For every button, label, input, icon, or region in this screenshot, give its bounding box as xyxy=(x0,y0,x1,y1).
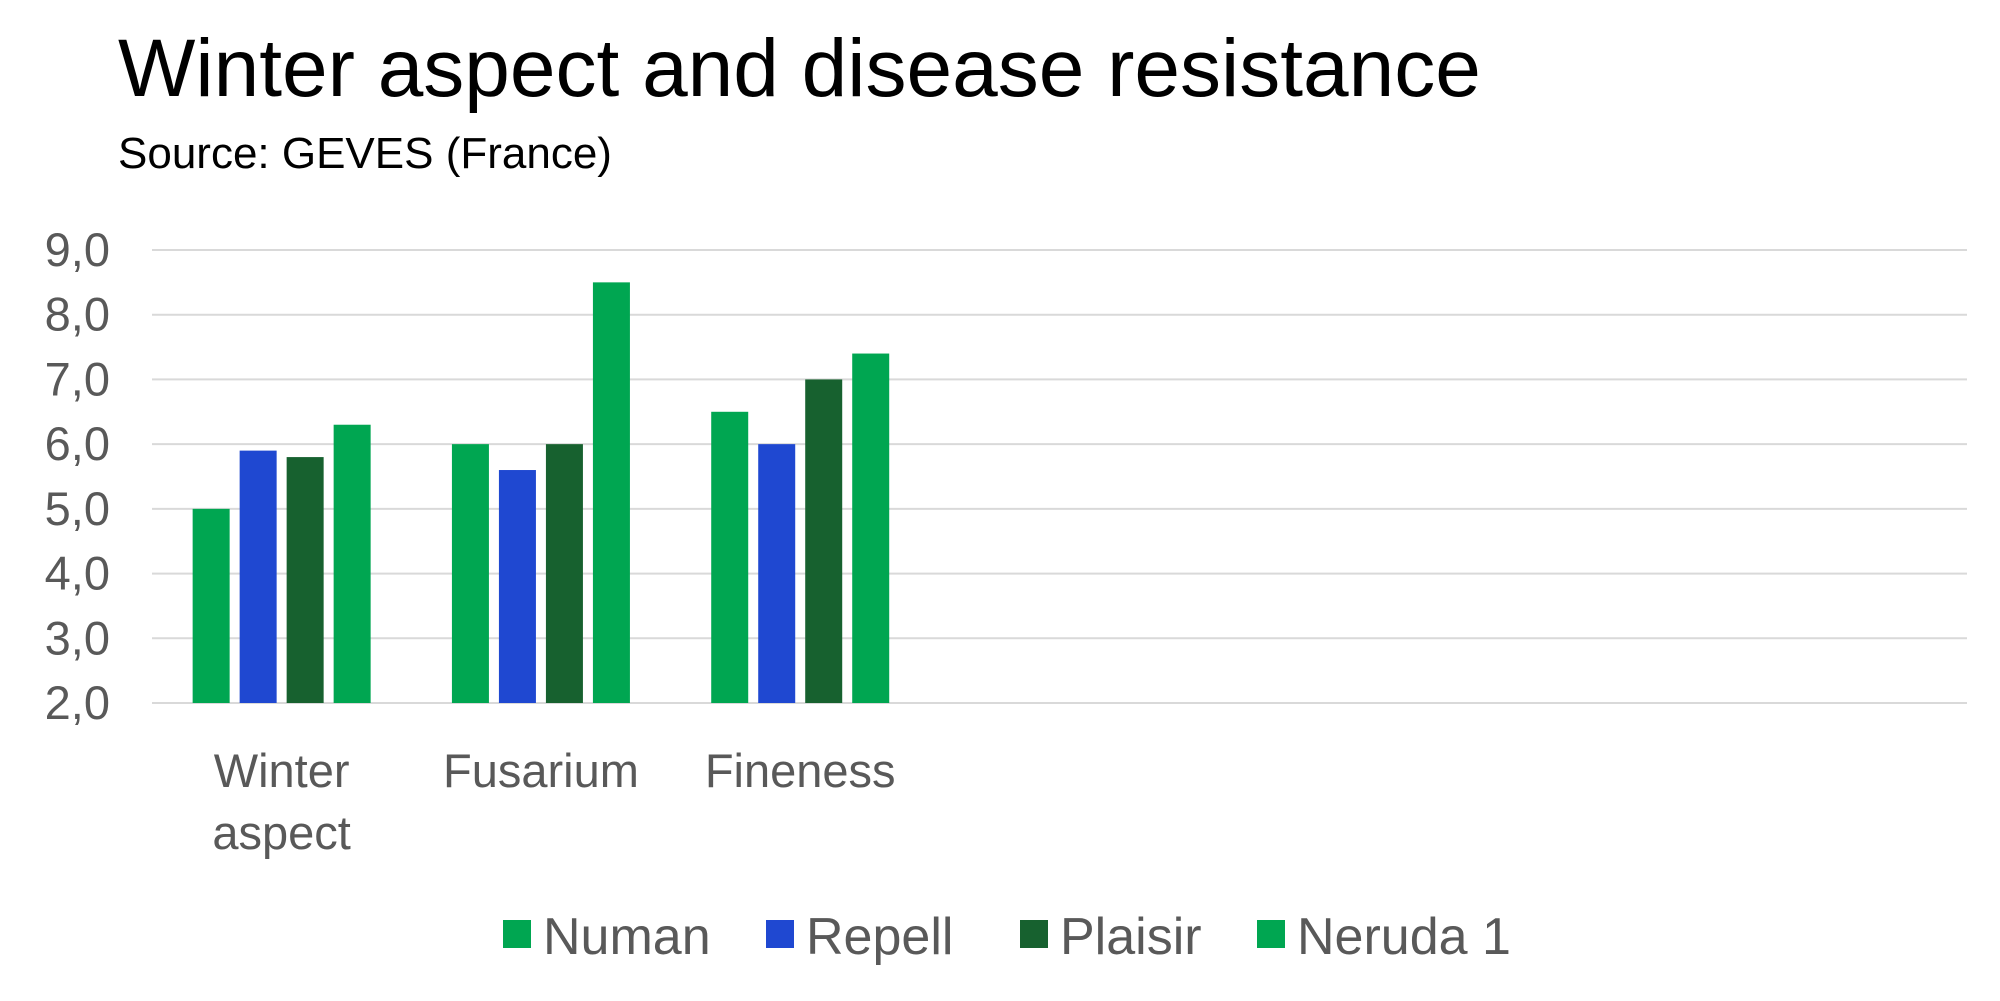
bar xyxy=(451,444,489,703)
chart-subtitle: Source: GEVES (France) xyxy=(118,129,612,178)
legend-label: Plaisir xyxy=(1060,908,1202,966)
chart-title: Winter aspect and disease resistance xyxy=(118,23,1481,114)
bar xyxy=(286,457,324,703)
y-tick-label: 9,0 xyxy=(45,223,110,276)
y-tick-label: 8,0 xyxy=(45,288,110,341)
x-category-label: aspect xyxy=(212,806,350,859)
y-tick-label: 7,0 xyxy=(45,352,110,405)
bar xyxy=(545,444,583,703)
legend-swatch xyxy=(1020,920,1048,948)
y-tick-label: 5,0 xyxy=(45,482,110,535)
legend-swatch xyxy=(766,920,794,948)
x-category-label: Winter xyxy=(214,744,350,797)
x-category-label: Fusarium xyxy=(443,744,639,797)
legend-label: Repell xyxy=(806,908,953,966)
bar xyxy=(805,379,843,703)
legend-swatch xyxy=(1257,920,1285,948)
y-tick-label: 4,0 xyxy=(45,547,110,600)
bar xyxy=(498,470,536,703)
y-tick-label: 2,0 xyxy=(45,676,110,729)
y-tick-label: 3,0 xyxy=(45,611,110,664)
x-category-label: Fineness xyxy=(705,744,896,797)
legend-swatch xyxy=(503,920,531,948)
bar xyxy=(333,424,371,703)
bar xyxy=(592,282,630,703)
bar xyxy=(192,508,230,703)
y-tick-label: 6,0 xyxy=(45,417,110,470)
bar xyxy=(758,444,796,703)
bar xyxy=(239,450,277,703)
bar xyxy=(852,353,890,703)
bar xyxy=(711,411,749,703)
legend-label: Numan xyxy=(543,908,711,966)
legend-label: Neruda 1 xyxy=(1297,908,1511,966)
